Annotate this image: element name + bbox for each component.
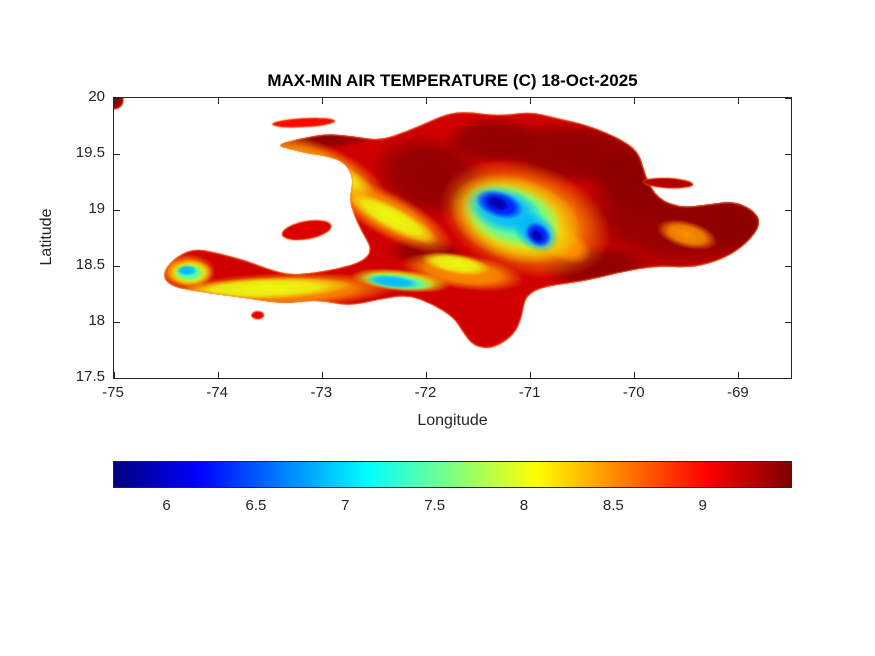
- axis-tick-mark: [114, 153, 120, 155]
- axis-tick-mark: [785, 209, 791, 211]
- chart-title: MAX-MIN AIR TEMPERATURE (C) 18-Oct-2025: [267, 71, 638, 90]
- axis-tick-mark: [425, 98, 427, 104]
- x-tick-label: -73: [310, 384, 333, 401]
- hispaniola-heatmap-canvas: [114, 98, 791, 378]
- axis-tick-mark: [217, 98, 219, 104]
- axis-tick-mark: [785, 321, 791, 323]
- y-tick-label: 18.5: [75, 256, 105, 273]
- x-tick-label: -74: [206, 384, 228, 401]
- x-tick-label: -75: [102, 384, 124, 401]
- axis-tick-mark: [321, 372, 323, 378]
- axis-tick-mark: [425, 372, 427, 378]
- axis-tick-mark: [785, 265, 791, 267]
- axis-tick-mark: [785, 377, 791, 379]
- axis-tick-mark: [114, 97, 120, 99]
- axis-tick-mark: [321, 98, 323, 104]
- colorbar-tick-label: 7: [341, 497, 350, 514]
- axis-tick-mark: [114, 209, 120, 211]
- colorbar-tick-label: 9: [698, 497, 707, 514]
- colorbar: [113, 461, 792, 488]
- colorbar-tick-label: 8.5: [602, 497, 624, 514]
- axis-tick-mark: [634, 372, 636, 378]
- axis-tick-mark: [738, 98, 740, 104]
- axis-tick-mark: [217, 372, 219, 378]
- axis-tick-mark: [530, 98, 532, 104]
- y-tick-label: 17.5: [75, 368, 105, 385]
- x-axis-label: Longitude: [417, 412, 488, 429]
- x-tick-label: -69: [727, 384, 749, 401]
- axis-tick-mark: [530, 372, 532, 378]
- y-tick-label: 19: [88, 200, 105, 217]
- axis-tick-mark: [738, 372, 740, 378]
- y-tick-label: 19.5: [75, 144, 105, 161]
- axis-tick-mark: [634, 98, 636, 104]
- axis-tick-mark: [114, 265, 120, 267]
- axis-tick-mark: [114, 321, 120, 323]
- x-tick-label: -70: [622, 384, 645, 401]
- axis-tick-mark: [785, 97, 791, 99]
- y-tick-label: 20: [88, 88, 105, 105]
- plot-area: [113, 97, 792, 379]
- x-tick-label: -71: [518, 384, 541, 401]
- colorbar-tick-label: 6: [162, 497, 171, 514]
- colorbar-tick-label: 6.5: [245, 497, 267, 514]
- colorbar-tick-label: 7.5: [424, 497, 446, 514]
- x-tick-label: -72: [414, 384, 437, 401]
- axis-tick-mark: [785, 153, 791, 155]
- axis-tick-mark: [114, 377, 120, 379]
- axis-tick-mark: [113, 98, 115, 104]
- axis-tick-mark: [113, 372, 115, 378]
- y-axis-label: Latitude: [38, 208, 55, 266]
- colorbar-tick-label: 8: [519, 497, 529, 514]
- y-tick-label: 18: [88, 312, 105, 329]
